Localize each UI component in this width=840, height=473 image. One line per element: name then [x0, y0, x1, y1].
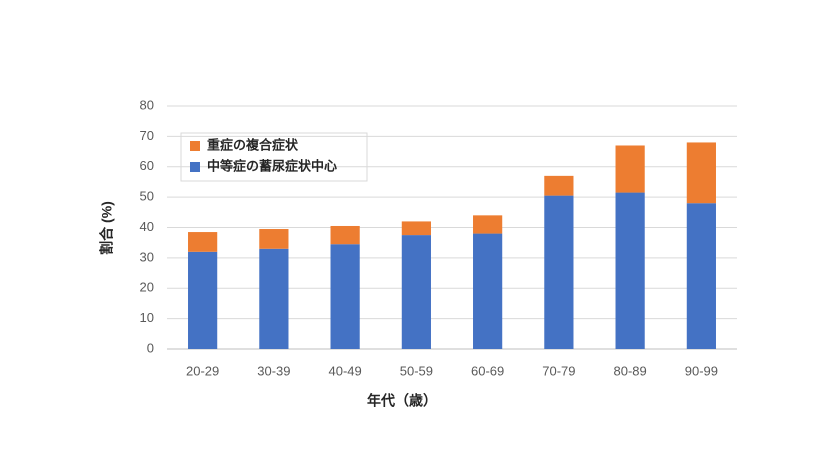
y-tick-label: 70: [140, 128, 154, 143]
bar-segment: [330, 244, 360, 349]
y-tick-label: 60: [140, 158, 154, 173]
y-tick-label: 50: [140, 189, 154, 204]
x-tick-label: 50-59: [400, 363, 433, 378]
bar-segment: [473, 215, 503, 234]
bar-segment: [259, 248, 289, 349]
x-tick-label: 60-69: [471, 363, 504, 378]
x-tick-label: 30-39: [257, 363, 290, 378]
legend-box: [180, 132, 368, 182]
x-tick-label: 90-99: [685, 363, 718, 378]
y-tick-label: 10: [140, 310, 154, 325]
bar-segment: [401, 235, 431, 349]
bar-segment: [473, 233, 503, 349]
y-tick-label: 0: [147, 340, 154, 355]
bar-segment: [401, 221, 431, 236]
legend-label: 重症の複合症状: [207, 137, 299, 152]
x-tick-label: 80-89: [614, 363, 647, 378]
legend-swatch: [190, 141, 200, 151]
x-axis-title: 年代（歳）: [367, 393, 437, 409]
bar-segment: [188, 232, 218, 252]
y-axis-title: 割合 (%): [99, 201, 115, 255]
bar-segment: [188, 251, 218, 349]
y-tick-label: 40: [140, 219, 154, 234]
bar-segment: [330, 225, 360, 245]
y-tick-label: 80: [140, 97, 154, 112]
bar-segment: [615, 192, 645, 349]
legend-label: 中等症の蓄尿症状中心: [207, 158, 337, 173]
bar-segment: [615, 145, 645, 193]
x-tick-label: 20-29: [186, 363, 219, 378]
bar-segment: [686, 203, 716, 349]
x-tick-label: 40-49: [329, 363, 362, 378]
x-tick-label: 70-79: [542, 363, 575, 378]
legend-swatch: [190, 162, 200, 172]
bar-segment: [544, 175, 574, 196]
bar-segment: [686, 142, 716, 204]
bar-segment: [259, 229, 289, 249]
y-tick-label: 20: [140, 280, 154, 295]
bar-segment: [544, 195, 574, 349]
y-tick-label: 30: [140, 249, 154, 264]
